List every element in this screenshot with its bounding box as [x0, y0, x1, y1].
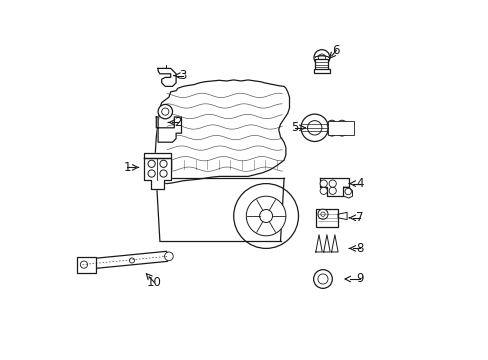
Circle shape	[158, 104, 172, 119]
Text: 1: 1	[123, 161, 131, 174]
Polygon shape	[331, 235, 337, 252]
Circle shape	[317, 209, 327, 219]
Text: 7: 7	[355, 211, 363, 224]
Text: 3: 3	[179, 69, 186, 82]
Polygon shape	[143, 158, 170, 189]
Circle shape	[337, 127, 346, 136]
Circle shape	[164, 252, 173, 261]
Circle shape	[246, 196, 285, 236]
Circle shape	[320, 187, 326, 194]
Polygon shape	[315, 235, 322, 252]
Circle shape	[233, 184, 298, 248]
Bar	[313, 69, 329, 73]
Circle shape	[129, 258, 134, 263]
Circle shape	[318, 54, 325, 61]
Circle shape	[160, 160, 167, 167]
Polygon shape	[82, 251, 167, 270]
Text: 2: 2	[174, 116, 181, 129]
Text: 9: 9	[355, 273, 363, 285]
Text: 5: 5	[291, 121, 298, 134]
Circle shape	[148, 160, 155, 167]
Polygon shape	[323, 235, 329, 252]
Circle shape	[328, 187, 336, 194]
Polygon shape	[156, 117, 181, 142]
Polygon shape	[343, 187, 352, 198]
Bar	[328, 121, 353, 135]
Circle shape	[320, 180, 326, 187]
Polygon shape	[143, 153, 170, 158]
Text: 10: 10	[147, 276, 162, 289]
Polygon shape	[158, 68, 176, 86]
Polygon shape	[154, 80, 289, 184]
Circle shape	[313, 50, 329, 66]
Circle shape	[259, 210, 272, 222]
Circle shape	[326, 120, 336, 130]
Circle shape	[148, 170, 155, 177]
Circle shape	[162, 108, 168, 115]
Circle shape	[337, 120, 346, 130]
Polygon shape	[337, 212, 346, 220]
Text: 6: 6	[332, 44, 339, 57]
Bar	[315, 59, 328, 70]
Circle shape	[326, 127, 336, 136]
Circle shape	[313, 270, 332, 288]
Circle shape	[160, 170, 167, 177]
Circle shape	[328, 180, 336, 187]
Circle shape	[320, 212, 325, 216]
Text: 4: 4	[355, 177, 363, 190]
Circle shape	[301, 114, 328, 141]
Polygon shape	[156, 178, 284, 241]
Polygon shape	[320, 178, 348, 196]
Circle shape	[307, 121, 321, 135]
Circle shape	[80, 261, 87, 268]
Bar	[77, 257, 96, 273]
Bar	[316, 209, 337, 227]
Circle shape	[317, 274, 327, 284]
Text: 8: 8	[355, 242, 363, 255]
Circle shape	[344, 188, 351, 195]
